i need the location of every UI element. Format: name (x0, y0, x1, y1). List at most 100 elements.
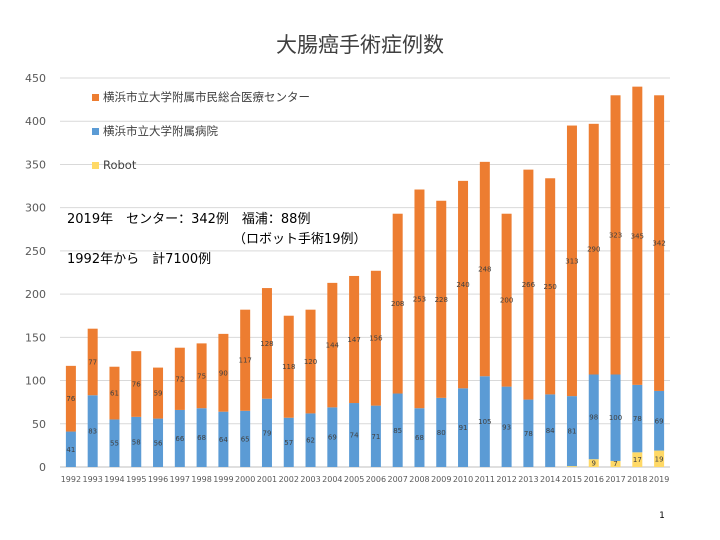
bars: 4176837755615876565966726875649065117791… (65, 86, 666, 468)
bar-center-2018 (632, 86, 643, 385)
bar-center-2014 (545, 178, 556, 395)
data-label-hospital-2000: 65 (241, 435, 250, 443)
x-tick-label: 2009 (431, 475, 451, 484)
x-tick-label: 2014 (540, 475, 560, 484)
data-label-center-2007: 208 (391, 300, 404, 308)
x-tick-label: 2005 (344, 475, 364, 484)
x-tick-label: 2004 (322, 475, 342, 484)
data-label-center-2011: 248 (478, 266, 491, 274)
data-label-hospital-2009: 80 (437, 429, 446, 437)
data-label-center-2018: 345 (631, 232, 644, 240)
data-label-center-2012: 200 (500, 297, 513, 305)
legend-swatch-hospital (92, 128, 99, 135)
bar-center-2005 (349, 275, 360, 404)
x-tick-label: 2017 (605, 475, 625, 484)
bar-center-2012 (501, 213, 512, 387)
bar-hospital-2017 (610, 374, 621, 461)
bar-center-2007 (392, 213, 403, 394)
data-label-center-2010: 240 (456, 281, 469, 289)
bar-center-2015 (566, 125, 577, 397)
bar-center-2006 (370, 270, 381, 406)
data-label-center-2015: 313 (565, 257, 578, 265)
data-label-hospital-1995: 58 (132, 438, 141, 446)
bar-hospital-2008 (414, 408, 425, 467)
x-tick-label: 2012 (496, 475, 516, 484)
bar-hospital-2005 (349, 403, 360, 467)
data-label-hospital-2013: 78 (524, 430, 533, 438)
bar-center-2008 (414, 189, 425, 409)
legend-label-center: 横浜市立大学附属市民総合医療センター (103, 90, 310, 104)
data-label-robot-2019: 19 (655, 455, 664, 463)
data-label-hospital-2010: 91 (459, 424, 468, 432)
bar-hospital-2016 (588, 374, 599, 460)
bar-hospital-2011 (479, 376, 490, 467)
y-tick-label: 350 (25, 158, 46, 171)
data-label-center-2016: 290 (587, 246, 600, 254)
x-tick-label: 2001 (257, 475, 277, 484)
y-tick-label: 0 (39, 461, 46, 474)
note-line-1: 2019年 センター：342例 福浦：88例 (67, 212, 310, 227)
bar-robot-2017 (610, 460, 621, 467)
x-tick-label: 1993 (82, 475, 102, 484)
x-tick-label: 2019 (649, 475, 669, 484)
y-tick-label: 150 (25, 331, 46, 344)
bar-center-1995 (131, 351, 142, 417)
data-label-center-2006: 156 (369, 335, 383, 343)
bar-center-2004 (327, 282, 338, 408)
bar-center-2009 (436, 200, 447, 398)
bar-hospital-1998 (196, 408, 207, 467)
legend-label-robot: Robot (103, 158, 137, 172)
legend-label-hospital: 横浜市立大学附属病院 (103, 124, 218, 138)
bar-center-1992 (65, 365, 76, 432)
note-line-2: （ロボット手術19例） (233, 232, 367, 247)
data-label-hospital-1996: 56 (154, 439, 163, 447)
data-label-center-2000: 117 (238, 357, 251, 365)
y-axis: 0 50 100 150 200 250 300 350 400 450 (25, 72, 46, 474)
notes: 2019年 センター：342例 福浦：88例 （ロボット手術19例） 1992年… (67, 212, 367, 267)
data-label-hospital-1997: 66 (175, 435, 184, 443)
bar-hospital-2007 (392, 393, 403, 467)
bar-center-1993 (87, 328, 98, 396)
data-label-hospital-1993: 83 (88, 428, 97, 436)
x-tick-label: 2007 (387, 475, 407, 484)
data-label-hospital-2012: 93 (502, 423, 511, 431)
data-label-center-2002: 118 (282, 363, 295, 371)
data-label-hospital-2015: 81 (568, 428, 577, 436)
x-tick-label: 2010 (453, 475, 473, 484)
data-label-hospital-1992: 41 (66, 446, 75, 454)
bar-hospital-1997 (174, 409, 185, 467)
chart-title: 大腸癌手術症例数 (276, 33, 444, 57)
data-label-hospital-2006: 71 (371, 433, 380, 441)
bar-hospital-2014 (545, 394, 556, 467)
x-tick-label: 1992 (61, 475, 81, 484)
note-line-3: 1992年から 計7100例 (67, 251, 211, 267)
bar-center-2019 (654, 95, 665, 391)
bar-center-2017 (610, 95, 621, 375)
data-label-hospital-2002: 57 (284, 439, 293, 447)
bar-center-2013 (523, 169, 534, 400)
data-label-center-2019: 342 (652, 240, 665, 248)
data-label-center-1995: 76 (132, 381, 141, 389)
bar-robot-2015 (566, 466, 577, 467)
x-tick-label: 2011 (475, 475, 495, 484)
data-label-center-1998: 75 (197, 372, 206, 380)
page-number: 1 (659, 511, 665, 521)
bar-hospital-2006 (370, 405, 381, 467)
bar-center-2000 (240, 309, 251, 411)
data-label-center-2008: 253 (413, 295, 426, 303)
bar-hospital-2004 (327, 407, 338, 467)
data-label-center-2014: 250 (543, 283, 556, 291)
bar-center-2011 (479, 161, 490, 377)
data-label-hospital-2017: 100 (609, 414, 622, 422)
bar-hospital-2018 (632, 384, 643, 453)
bar-hospital-1993 (87, 395, 98, 467)
x-tick-label: 1997 (170, 475, 190, 484)
x-tick-label: 2016 (584, 475, 604, 484)
bar-robot-2018 (632, 452, 643, 467)
bar-hospital-2009 (436, 397, 447, 467)
data-label-hospital-2005: 74 (350, 432, 359, 440)
bar-hospital-1996 (153, 418, 164, 467)
data-label-hospital-2011: 105 (478, 418, 491, 426)
data-label-hospital-2008: 68 (415, 434, 424, 442)
